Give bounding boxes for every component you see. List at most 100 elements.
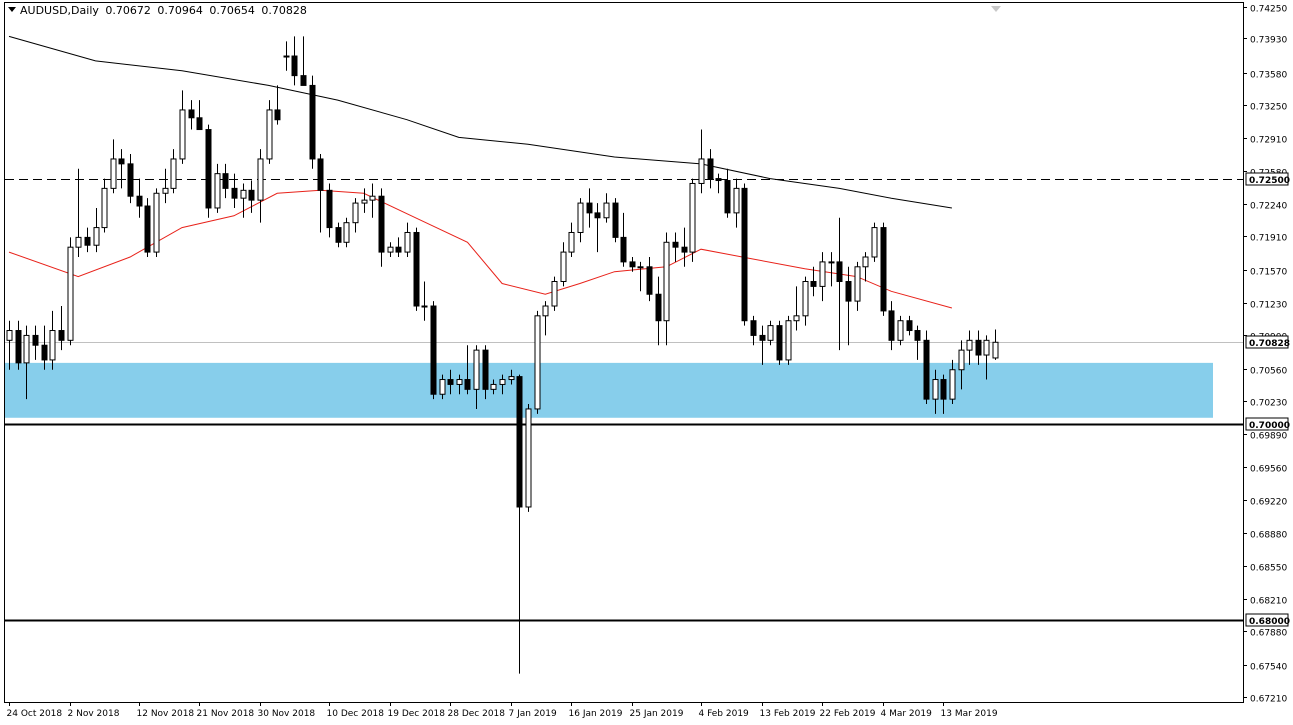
candle[interactable] xyxy=(361,188,368,213)
candle[interactable] xyxy=(516,374,523,674)
candle[interactable] xyxy=(949,359,956,405)
candle[interactable] xyxy=(698,129,705,194)
candle[interactable] xyxy=(421,281,428,321)
candle[interactable] xyxy=(369,183,376,218)
candle[interactable] xyxy=(464,345,471,395)
candle[interactable] xyxy=(594,203,601,253)
candle[interactable] xyxy=(240,183,247,218)
candle[interactable] xyxy=(58,306,65,351)
candle[interactable] xyxy=(387,242,394,257)
candle[interactable] xyxy=(767,320,774,346)
candle[interactable] xyxy=(819,252,826,302)
candle[interactable] xyxy=(663,232,670,346)
candle[interactable] xyxy=(205,124,212,218)
candle[interactable] xyxy=(508,369,515,385)
candle[interactable] xyxy=(810,266,817,297)
candle[interactable] xyxy=(733,178,740,228)
candle[interactable] xyxy=(41,325,48,370)
candle[interactable] xyxy=(750,315,757,346)
candle[interactable] xyxy=(888,301,895,351)
candle[interactable] xyxy=(300,36,307,86)
candle[interactable] xyxy=(612,198,619,243)
candle[interactable] xyxy=(499,374,506,395)
candle[interactable] xyxy=(153,188,160,257)
candle[interactable] xyxy=(67,237,74,346)
candle[interactable] xyxy=(724,168,731,218)
candle[interactable] xyxy=(932,369,939,414)
candle[interactable] xyxy=(568,222,575,257)
candle[interactable] xyxy=(473,345,480,409)
candle[interactable] xyxy=(352,198,359,233)
candle[interactable] xyxy=(136,178,143,218)
candle[interactable] xyxy=(248,180,255,213)
candle[interactable] xyxy=(845,266,852,346)
candle[interactable] xyxy=(672,232,679,262)
candle[interactable] xyxy=(456,374,463,395)
candle[interactable] xyxy=(101,178,108,233)
candle[interactable] xyxy=(343,217,350,248)
candle[interactable] xyxy=(586,188,593,228)
candle[interactable] xyxy=(542,301,549,336)
candle[interactable] xyxy=(741,183,748,326)
candle[interactable] xyxy=(776,320,783,365)
candle[interactable] xyxy=(577,198,584,243)
candle[interactable] xyxy=(560,242,567,287)
candle[interactable] xyxy=(880,222,887,316)
candle[interactable] xyxy=(637,261,644,292)
candle[interactable] xyxy=(482,345,489,400)
candle[interactable] xyxy=(162,168,169,204)
candle[interactable] xyxy=(785,315,792,365)
candle[interactable] xyxy=(291,36,298,86)
candle[interactable] xyxy=(317,154,324,233)
candle[interactable] xyxy=(490,379,497,395)
candle[interactable] xyxy=(681,227,688,267)
candle[interactable] xyxy=(75,168,82,257)
candle[interactable] xyxy=(940,374,947,414)
candle[interactable] xyxy=(871,222,878,262)
candle[interactable] xyxy=(629,256,636,272)
candle[interactable] xyxy=(32,325,39,360)
candle[interactable] xyxy=(854,261,861,311)
support-zone[interactable] xyxy=(5,362,1213,418)
candle[interactable] xyxy=(413,227,420,311)
candle[interactable] xyxy=(534,310,541,414)
candle[interactable] xyxy=(274,85,281,125)
candle[interactable] xyxy=(655,276,662,346)
candle[interactable] xyxy=(326,183,333,238)
candle[interactable] xyxy=(283,41,290,71)
candle[interactable] xyxy=(231,173,238,208)
candle[interactable] xyxy=(404,222,411,257)
candle[interactable] xyxy=(179,90,186,164)
candle[interactable] xyxy=(439,374,446,400)
candle[interactable] xyxy=(923,330,930,405)
candle[interactable] xyxy=(23,325,30,400)
candle[interactable] xyxy=(759,325,766,365)
candle[interactable] xyxy=(110,139,117,194)
candle[interactable] xyxy=(395,237,402,257)
candle[interactable] xyxy=(646,256,653,302)
candle[interactable] xyxy=(620,212,627,267)
candle[interactable] xyxy=(447,369,454,395)
candle[interactable] xyxy=(144,198,151,257)
candle[interactable] xyxy=(430,301,437,400)
candle[interactable] xyxy=(983,335,990,380)
shift-marker-icon[interactable] xyxy=(991,6,1001,12)
candle[interactable] xyxy=(802,276,809,326)
candle[interactable] xyxy=(689,178,696,262)
candle[interactable] xyxy=(196,100,203,131)
candle[interactable] xyxy=(15,320,22,370)
candle[interactable] xyxy=(6,320,13,370)
candle[interactable] xyxy=(49,310,56,370)
candle[interactable] xyxy=(707,149,714,189)
candle[interactable] xyxy=(257,149,264,223)
candle[interactable] xyxy=(525,404,532,512)
candle[interactable] xyxy=(958,340,965,390)
chart-menu-triangle-icon[interactable] xyxy=(8,7,16,12)
candle[interactable] xyxy=(897,315,904,346)
candle[interactable] xyxy=(309,75,316,169)
candle[interactable] xyxy=(551,276,558,311)
candle[interactable] xyxy=(828,252,835,287)
candle[interactable] xyxy=(793,286,800,331)
candle[interactable] xyxy=(603,193,610,223)
